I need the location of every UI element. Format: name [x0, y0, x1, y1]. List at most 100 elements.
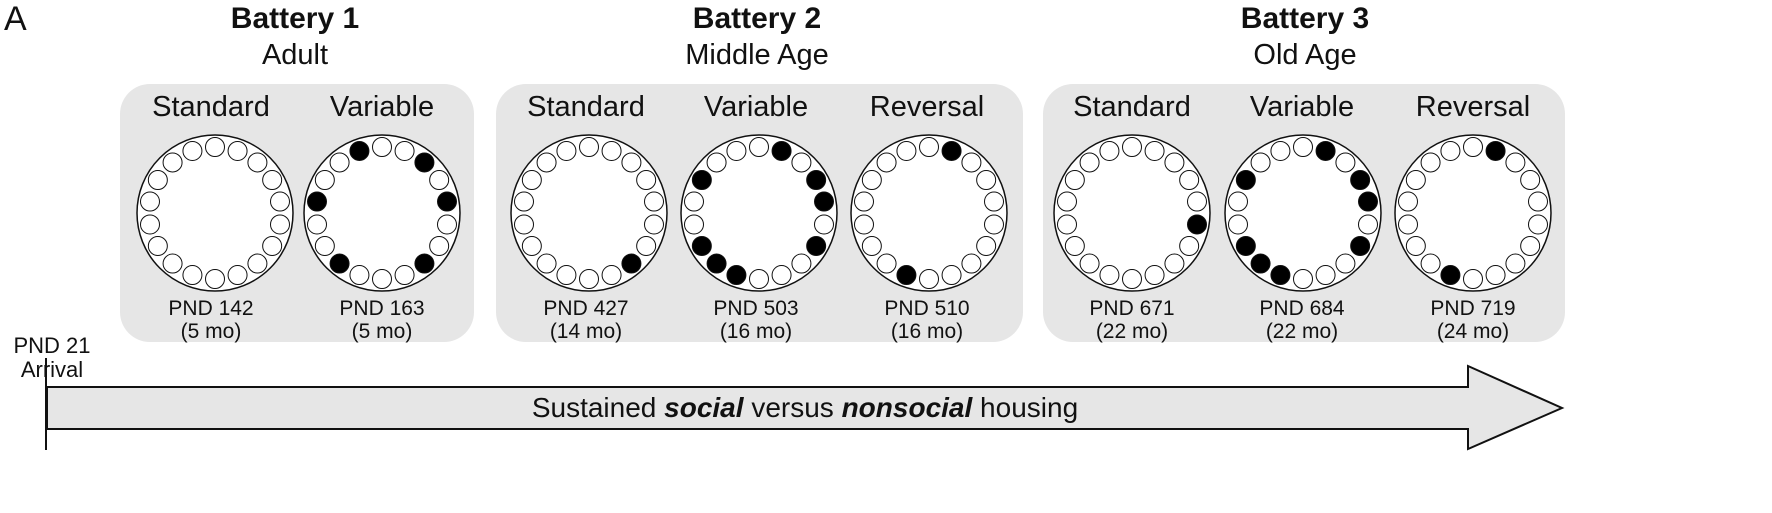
maze-hole-empty: [1144, 140, 1165, 161]
maze-hole-empty: [1398, 214, 1418, 235]
maze-hole-empty: [579, 137, 599, 157]
battery-1-subtitle: Adult: [261, 39, 329, 71]
arrival-label: PND 21 Arrival: [2, 334, 102, 382]
maze-outline: [1394, 134, 1552, 292]
maze-hole-empty: [896, 140, 917, 161]
maze-hole-empty: [1228, 214, 1248, 235]
maze-hole-empty: [814, 214, 834, 235]
battery-3-subtitle: Old Age: [1253, 39, 1357, 71]
maze-hole-empty: [976, 170, 997, 190]
maze-hole-empty: [941, 265, 962, 286]
maze-hole-empty: [429, 236, 450, 256]
b2-variable-label: Variable: [703, 91, 809, 123]
maze-hole-empty: [1315, 265, 1336, 286]
maze-hole-empty: [636, 236, 657, 256]
b2-reversal-maze: [850, 134, 1008, 292]
maze-hole-empty: [329, 152, 350, 173]
maze-hole-empty: [1122, 269, 1142, 289]
maze-hole-empty: [1079, 152, 1100, 173]
arrow-text-post: housing: [972, 392, 1079, 423]
b1-variable-label: Variable: [329, 91, 435, 123]
maze-hole-empty: [644, 191, 664, 212]
b3-reversal-age: (24 mo): [1436, 320, 1510, 343]
maze-hole-empty: [1440, 140, 1461, 161]
maze-hole-empty: [749, 137, 769, 157]
maze-hole-empty: [314, 170, 335, 190]
maze-hole-empty: [1398, 191, 1418, 212]
maze-hole-filled: [1235, 170, 1256, 190]
maze-hole-empty: [726, 140, 747, 161]
maze-hole-empty: [514, 214, 534, 235]
maze-outline: [1053, 134, 1211, 292]
maze-hole-empty: [601, 265, 622, 286]
maze-hole-empty: [1270, 140, 1291, 161]
maze-hole-empty: [861, 170, 882, 190]
b2-standard-label: Standard: [527, 91, 645, 123]
maze-hole-empty: [1079, 253, 1100, 274]
maze-hole-filled: [726, 265, 747, 286]
maze-hole-empty: [521, 236, 542, 256]
maze-hole-empty: [556, 265, 577, 286]
maze-hole-empty: [162, 152, 183, 173]
maze-hole-empty: [791, 152, 812, 173]
arrow-text-mid: versus: [743, 392, 842, 423]
maze-hole-empty: [706, 152, 727, 173]
maze-hole-empty: [394, 265, 415, 286]
battery-2-subtitle: Middle Age: [685, 39, 829, 71]
maze-hole-empty: [262, 170, 283, 190]
maze-hole-filled: [706, 253, 727, 274]
maze-hole-empty: [227, 265, 248, 286]
maze-outline: [1224, 134, 1382, 292]
maze-hole-filled: [1485, 140, 1506, 161]
maze-hole-empty: [1520, 236, 1541, 256]
maze-hole-filled: [1235, 236, 1256, 256]
b3-reversal-label: Reversal: [1415, 91, 1531, 123]
b1-standard-label: Standard: [152, 91, 270, 123]
maze-hole-empty: [876, 253, 897, 274]
maze-hole-empty: [247, 152, 268, 173]
maze-hole-filled: [771, 140, 792, 161]
b2-variable-pnd: PND 503: [713, 297, 799, 320]
arrow-text-social: social: [664, 392, 744, 423]
b3-variable-maze: [1224, 134, 1382, 292]
maze-hole-empty: [182, 265, 203, 286]
b3-variable-label: Variable: [1249, 91, 1355, 123]
maze-hole-empty: [861, 236, 882, 256]
maze-hole-empty: [1164, 152, 1185, 173]
maze-hole-filled: [1270, 265, 1291, 286]
maze-hole-empty: [205, 269, 225, 289]
b2-reversal-label: Reversal: [869, 91, 985, 123]
arrow-caption: Sustained social versus nonsocial housin…: [55, 391, 1555, 425]
maze-hole-filled: [1315, 140, 1336, 161]
maze-hole-empty: [976, 236, 997, 256]
maze-hole-filled: [941, 140, 962, 161]
maze-hole-empty: [1187, 191, 1207, 212]
maze-hole-filled: [1440, 265, 1461, 286]
maze-hole-filled: [307, 191, 327, 212]
maze-hole-empty: [1179, 236, 1200, 256]
maze-hole-filled: [691, 170, 712, 190]
maze-hole-empty: [1505, 152, 1526, 173]
maze-hole-empty: [349, 265, 370, 286]
b1-standard-maze: [136, 134, 294, 292]
maze-hole-empty: [1122, 137, 1142, 157]
maze-hole-empty: [372, 137, 392, 157]
maze-outline: [510, 134, 668, 292]
maze-hole-empty: [1099, 140, 1120, 161]
b3-standard-age: (22 mo): [1095, 320, 1169, 343]
maze-hole-empty: [579, 269, 599, 289]
maze-hole-empty: [1463, 269, 1483, 289]
b1-variable-maze: [303, 134, 461, 292]
b1-standard-pnd: PND 142: [168, 297, 254, 320]
arrival-text: Arrival: [20, 357, 84, 382]
maze-hole-empty: [684, 214, 704, 235]
maze-hole-empty: [601, 140, 622, 161]
maze-hole-empty: [182, 140, 203, 161]
maze-hole-empty: [1335, 253, 1356, 274]
maze-hole-empty: [536, 253, 557, 274]
maze-hole-empty: [771, 265, 792, 286]
maze-hole-empty: [147, 170, 168, 190]
b3-standard-label: Standard: [1073, 91, 1191, 123]
maze-hole-empty: [536, 152, 557, 173]
maze-hole-empty: [1179, 170, 1200, 190]
